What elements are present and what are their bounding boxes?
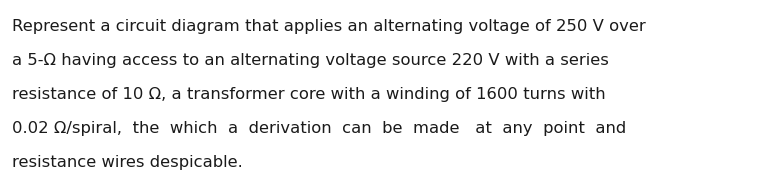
Text: resistance wires despicable.: resistance wires despicable. — [12, 155, 243, 171]
Text: Represent a circuit diagram that applies an alternating voltage of 250 V over: Represent a circuit diagram that applies… — [12, 20, 646, 35]
Text: resistance of 10 Ω, a transformer core with a winding of 1600 turns with: resistance of 10 Ω, a transformer core w… — [12, 87, 606, 102]
Text: a 5-Ω having access to an alternating voltage source 220 V with a series: a 5-Ω having access to an alternating vo… — [12, 54, 609, 68]
Text: 0.02 Ω/spiral,  the  which  a  derivation  can  be  made   at  any  point  and: 0.02 Ω/spiral, the which a derivation ca… — [12, 121, 626, 136]
